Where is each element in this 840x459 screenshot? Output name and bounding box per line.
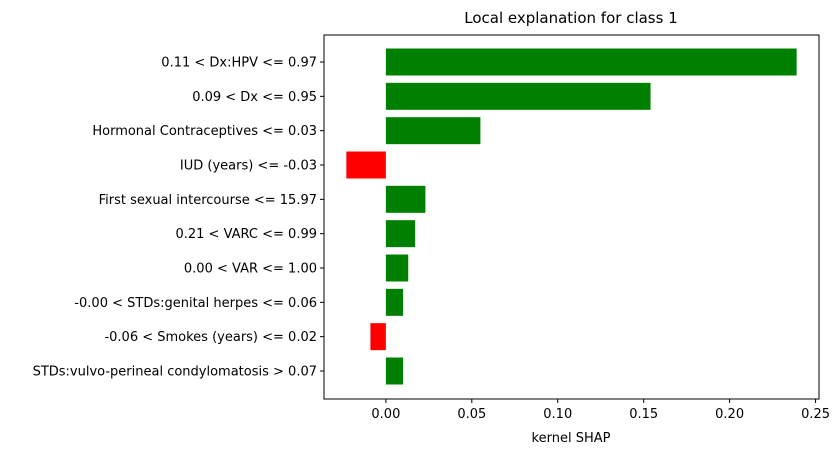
y-tick-label: -0.00 < STDs:genital herpes <= 0.06	[74, 296, 317, 311]
bar-2	[385, 117, 481, 145]
x-tick-label: 0.05	[457, 407, 486, 422]
plot-frame	[323, 34, 820, 400]
bar-1	[385, 82, 651, 110]
y-tick-label: Hormonal Contraceptives <= 0.03	[92, 124, 317, 139]
x-tick-label: 0.20	[715, 407, 744, 422]
y-tick-label: 0.09 < Dx <= 0.95	[192, 90, 317, 105]
y-tick-label: 0.00 < VAR <= 1.00	[184, 262, 317, 277]
y-tick-label: STDs:vulvo-perineal condylomatosis > 0.0…	[33, 365, 317, 380]
y-tick-label: 0.11 < Dx:HPV <= 0.97	[161, 56, 317, 71]
x-tick-label: 0.00	[371, 407, 400, 422]
bar-7	[385, 288, 404, 316]
y-tick-label: -0.06 < Smokes (years) <= 0.02	[104, 330, 317, 345]
bars	[346, 48, 797, 385]
bar-3	[346, 151, 386, 179]
x-tick-label: 0.15	[629, 407, 658, 422]
y-tick-label: IUD (years) <= -0.03	[180, 159, 317, 174]
bar-6	[385, 254, 409, 282]
bar-4	[385, 185, 426, 213]
x-tick-label: 0.25	[801, 407, 830, 422]
y-tick-label: 0.21 < VARC <= 0.99	[175, 227, 317, 242]
bar-9	[385, 357, 404, 385]
x-axis-ticks: 0.00 0.05 0.10 0.15 0.20 0.25	[371, 399, 830, 422]
bar-8	[370, 323, 386, 351]
bar-5	[385, 220, 416, 248]
x-axis-label: kernel SHAP	[532, 431, 611, 446]
chart-title: Local explanation for class 1	[464, 9, 678, 27]
y-axis-ticks: 0.11 < Dx:HPV <= 0.97 0.09 < Dx <= 0.95 Ho…	[33, 56, 324, 380]
y-tick-label: First sexual intercourse <= 15.97	[99, 193, 317, 208]
bar-0	[385, 48, 797, 76]
x-tick-label: 0.10	[543, 407, 572, 422]
